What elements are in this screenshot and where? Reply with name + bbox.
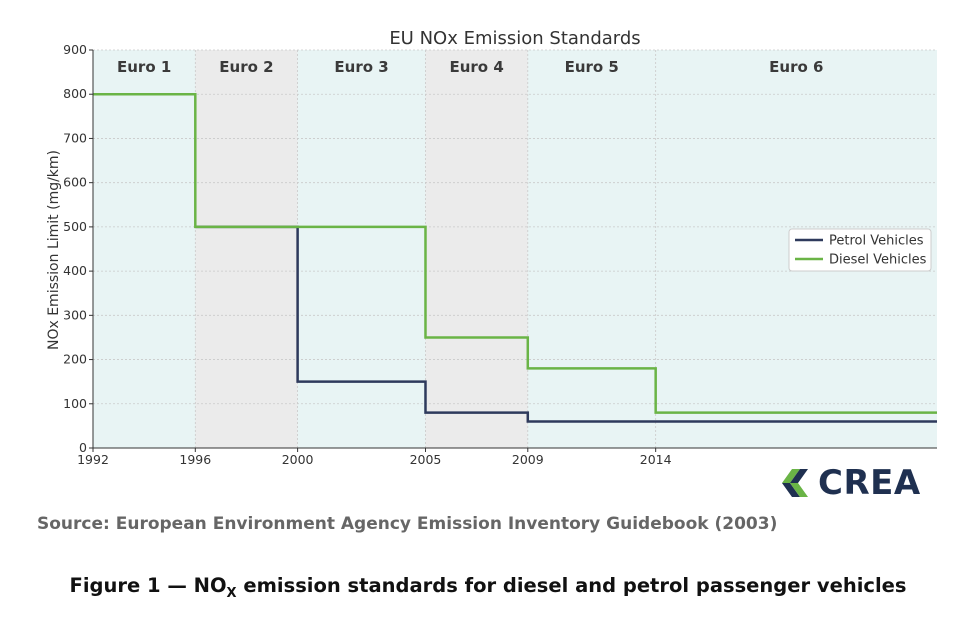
legend-entry: Petrol Vehicles	[829, 234, 924, 249]
crea-logo-icon	[782, 469, 808, 497]
era-label: Euro 4	[449, 58, 503, 76]
x-tick-label: 1992	[77, 452, 109, 467]
x-tick-label: 2005	[410, 452, 442, 467]
y-tick-label: 300	[63, 307, 87, 322]
era-band	[195, 50, 298, 448]
legend-entry: Diesel Vehicles	[829, 253, 927, 268]
series-line	[93, 92, 937, 414]
y-axis-label: NOx Emission Limit (mg/km)	[46, 150, 62, 350]
x-tick-label: 2014	[640, 452, 672, 467]
y-tick-label: 500	[63, 219, 87, 234]
y-tick-label: 900	[63, 42, 87, 57]
x-tick-label: 2000	[282, 452, 314, 467]
crea-logo-text: CREA	[818, 463, 921, 503]
y-tick-label: 0	[79, 440, 87, 455]
era-labels: Euro 1 Euro 2 Euro 3 Euro 4 Euro 5 Euro 6	[117, 58, 823, 76]
chart: Euro 1 Euro 2 Euro 3 Euro 4 Euro 5 Euro 6 0 10…	[46, 28, 937, 467]
era-band	[93, 50, 196, 448]
caption-prefix: Figure 1 — NO	[69, 574, 227, 597]
y-tick-label: 400	[63, 263, 87, 278]
y-tick-label: 700	[63, 130, 87, 145]
era-bands	[93, 50, 937, 448]
era-band	[425, 50, 528, 448]
caption-subscript: X	[226, 585, 237, 601]
series-lines	[93, 92, 937, 423]
era-label: Euro 5	[565, 58, 619, 76]
crea-logo: CREA	[778, 463, 921, 503]
series-line	[195, 225, 937, 423]
era-label: Euro 1	[117, 58, 171, 76]
y-tick-label: 100	[63, 396, 87, 411]
y-tick-label: 800	[63, 86, 87, 101]
x-tick-label: 1996	[179, 452, 211, 467]
era-band	[297, 50, 426, 448]
legend-box	[788, 228, 932, 272]
axes: 0 100 200 300 400 500 600 700 800 900 1992 1996 2000…	[63, 42, 937, 467]
era-label: Euro 2	[219, 58, 273, 76]
y-tick-label: 200	[63, 352, 87, 367]
caption-suffix: emission standards for diesel and petrol…	[236, 574, 907, 597]
legend: Petrol Vehicles Diesel Vehicles	[788, 228, 932, 272]
source-note: Source: European Environment Agency Emis…	[37, 514, 778, 534]
era-label: Euro 3	[334, 58, 388, 76]
era-label: Euro 6	[769, 58, 823, 76]
y-tick-label: 600	[63, 175, 87, 190]
figure-caption: Figure 1 — NOX emission standards for di…	[0, 574, 976, 601]
chart-title: EU NOx Emission Standards	[389, 28, 640, 49]
x-tick-label: 2009	[512, 452, 544, 467]
era-band	[527, 50, 656, 448]
